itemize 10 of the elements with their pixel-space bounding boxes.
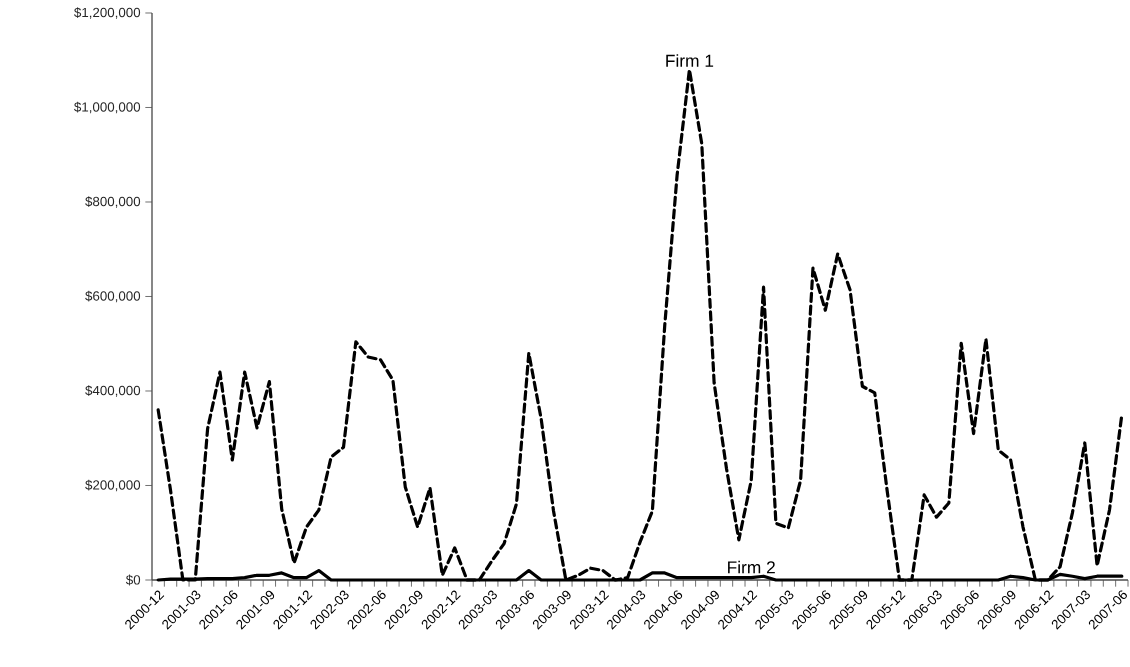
series-label: Firm 2: [728, 560, 775, 574]
line-series: [156, 68, 1124, 582]
y-tick-label: $1,200,000: [74, 7, 141, 19]
series-label: Firm 1: [666, 54, 714, 67]
y-tick-label: $200,000: [85, 479, 141, 492]
y-tick-label: $0: [125, 574, 141, 586]
y-tick-label: $1,000,000: [74, 101, 141, 114]
y-tick-label: $600,000: [85, 290, 141, 303]
y-tick-label: $800,000: [85, 196, 141, 208]
y-tick-label: $400,000: [85, 385, 141, 397]
